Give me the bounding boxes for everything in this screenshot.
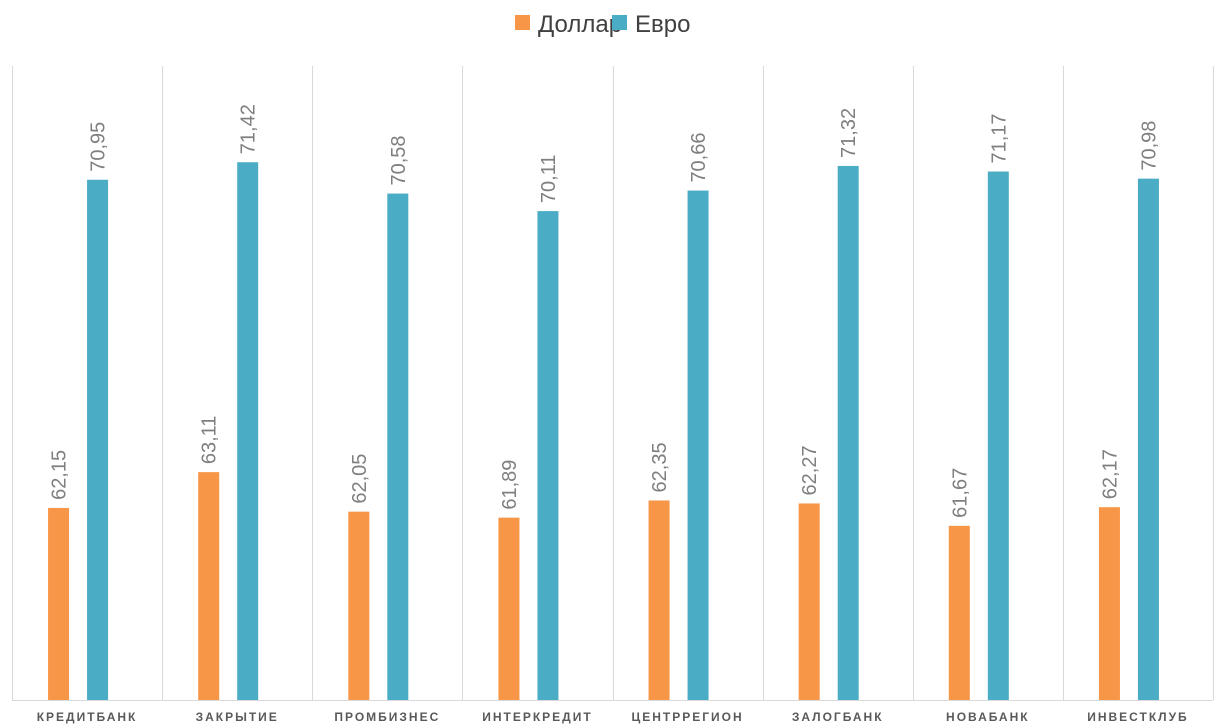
legend-label-0: Доллар: [538, 11, 622, 38]
data-labels: 62,15 63,11 62,05 61,89 62,35 62,27 61,67 62,17…: [49, 104, 1161, 518]
data-label: 70,66: [688, 132, 710, 182]
bar-dollar: [798, 503, 820, 700]
data-label: 70,98: [1138, 121, 1160, 171]
legend-swatch-0: [515, 15, 530, 30]
bars: [48, 162, 1159, 701]
category-label: КРЕДИТБАНК: [37, 710, 138, 724]
bar-euro: [87, 179, 109, 700]
data-label: 61,67: [949, 468, 971, 518]
bar-dollar: [498, 517, 520, 700]
category-grid: [12, 66, 1214, 701]
bar-euro: [837, 165, 859, 700]
category-axis: КРЕДИТБАНК ЗАКРЫТИЕ ПРОМБИЗНЕС ИНТЕРКРЕДИТ Ц…: [37, 710, 1189, 724]
bar-dollar: [48, 507, 70, 700]
legend-label-1: Евро: [635, 11, 690, 38]
data-label: 61,89: [499, 460, 521, 510]
data-label: 71,17: [988, 113, 1010, 163]
data-label: 62,27: [799, 445, 821, 495]
bar-euro: [987, 171, 1009, 700]
data-label: 62,17: [1099, 449, 1121, 499]
data-label: 70,58: [388, 135, 410, 185]
bar-euro: [387, 193, 409, 700]
legend-swatch-1: [612, 15, 627, 30]
data-label: 71,42: [238, 104, 260, 154]
category-label: ЦЕНТРРЕГИОН: [631, 710, 743, 724]
bar-dollar: [198, 472, 220, 700]
data-label: 70,11: [538, 154, 560, 203]
bar-euro: [1137, 178, 1159, 700]
category-label: ИНТЕРКРЕДИТ: [482, 710, 592, 724]
data-label: 63,11: [199, 416, 221, 465]
bar-dollar: [348, 511, 370, 700]
bar-dollar: [648, 500, 670, 700]
bar-euro: [537, 211, 559, 701]
bar-dollar: [948, 525, 970, 700]
category-label: ПРОМБИЗНЕС: [334, 710, 440, 724]
category-label: ИНВЕСТКЛУБ: [1087, 710, 1189, 724]
legend: Доллар Евро: [515, 11, 690, 38]
data-label: 70,95: [88, 122, 110, 172]
data-label: 62,15: [49, 450, 71, 500]
bar-euro: [237, 162, 259, 701]
category-label: НОВАБАНК: [946, 710, 1030, 724]
data-label: 62,05: [349, 454, 371, 504]
data-label: 62,35: [649, 442, 671, 492]
category-label: ЗАЛОГБАНК: [792, 710, 884, 724]
bar-dollar: [1098, 507, 1120, 700]
data-label: 71,32: [838, 108, 860, 158]
category-label: ЗАКРЫТИЕ: [196, 710, 279, 724]
bar-euro: [687, 190, 709, 700]
